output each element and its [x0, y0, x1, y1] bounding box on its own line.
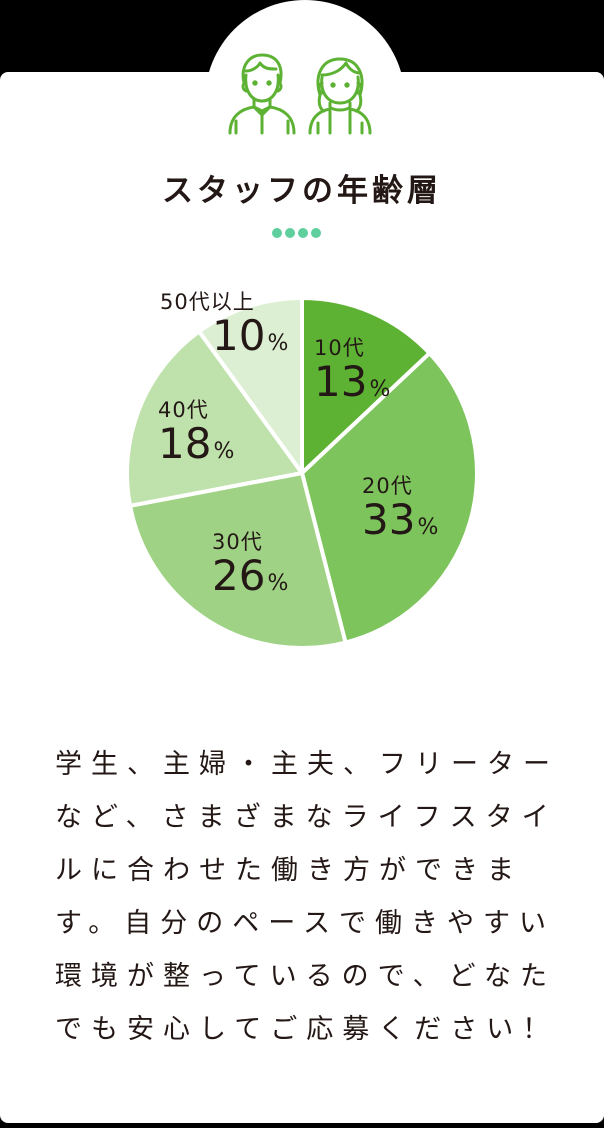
- staff-people-icon: [228, 53, 372, 135]
- description-line: でも安心してご応募ください！: [55, 1014, 559, 1045]
- slice-age: 40代: [158, 398, 209, 422]
- description-line: 学生、主婦・主夫、フリーター: [55, 749, 559, 780]
- pie-slice-3: [126, 329, 304, 508]
- decoration-dot: [311, 228, 321, 238]
- pie-slice-1: [300, 351, 478, 645]
- slice-label-40s: 40代 18%: [158, 400, 234, 465]
- description-line: ルに合わせた働き方ができま: [55, 855, 523, 886]
- pie-slice-4: [197, 297, 304, 475]
- slice-percent: 26%: [212, 551, 289, 600]
- slice-age: 30代: [212, 530, 263, 554]
- decoration-dot: [298, 228, 308, 238]
- slice-label-20s: 20代 33%: [362, 476, 438, 541]
- slice-percent: 18%: [158, 419, 235, 468]
- description-line: 環境が整っているので、どなた: [55, 961, 557, 992]
- pie-slice-0: [300, 297, 432, 475]
- slice-label-50s-plus: 50代以上 10%: [160, 292, 288, 357]
- slice-percent: 13%: [314, 357, 391, 406]
- slice-label-10s: 10代 13%: [314, 338, 390, 403]
- pie-slice-2: [128, 471, 348, 649]
- description-line: す。自分のペースで働きやすい: [55, 908, 555, 939]
- slice-age: 50代以上: [160, 290, 255, 314]
- description-line: など、さまざまなライフスタイ: [55, 802, 558, 833]
- decoration-dot: [285, 228, 295, 238]
- slice-percent: 33%: [362, 495, 439, 544]
- slice-age: 10代: [314, 336, 365, 360]
- title-decoration-dots: [272, 228, 321, 238]
- decoration-dot: [272, 228, 282, 238]
- description-text: 学生、主婦・主夫、フリーター など、さまざまなライフスタイ ルに合わせた働き方が…: [55, 738, 555, 1056]
- slice-percent: 10%: [212, 311, 289, 360]
- card-top-bump: [205, 0, 405, 150]
- age-pie-chart: [126, 297, 478, 649]
- slice-age: 20代: [362, 474, 413, 498]
- page-title: スタッフの年齢層: [162, 173, 442, 209]
- slice-label-30s: 30代 26%: [212, 532, 288, 597]
